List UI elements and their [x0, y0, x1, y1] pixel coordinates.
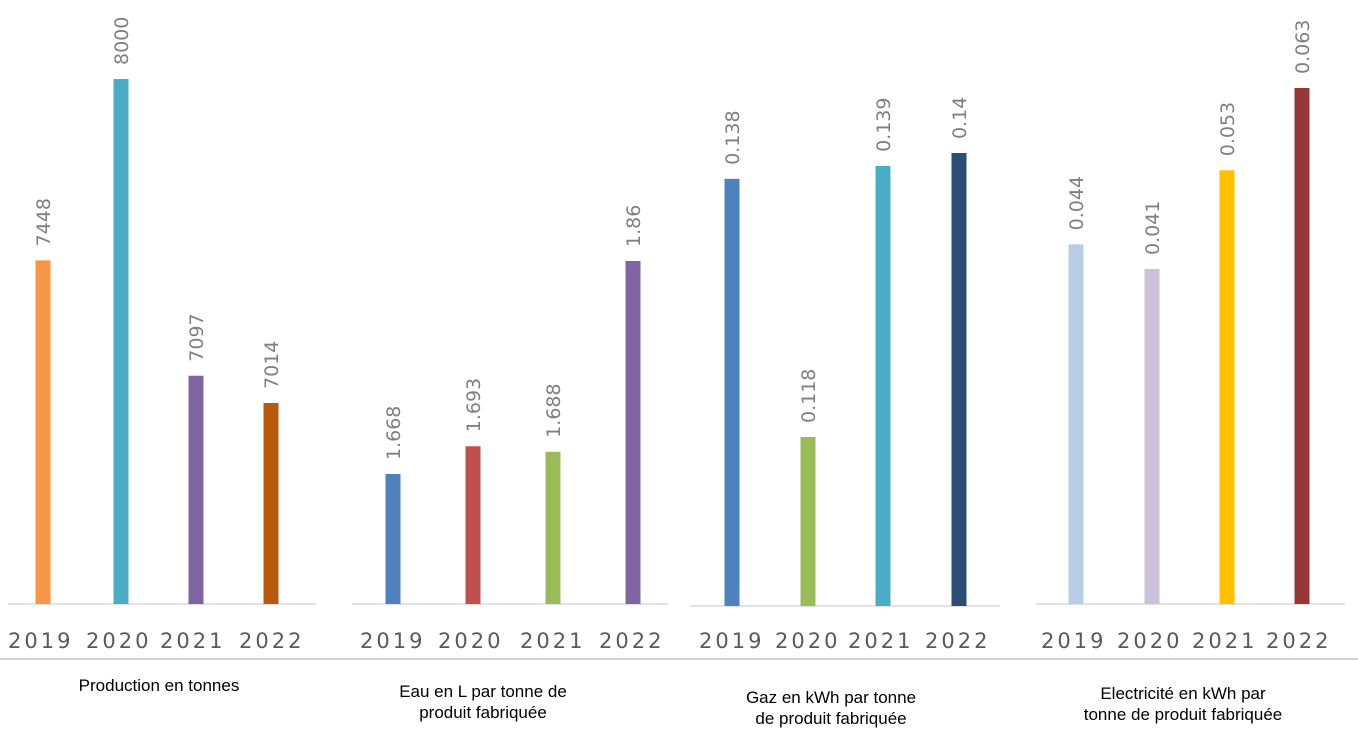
caption-water: Eau en L par tonne de produit fabriquée	[353, 681, 613, 723]
data-label-production-2019: 7448	[33, 198, 55, 246]
x-tick-label-gas-2021: 2021	[848, 629, 913, 653]
x-tick-label-water-2021: 2021	[520, 629, 585, 653]
data-label-water-2022: 1.86	[623, 205, 645, 247]
caption-gas: Gaz en kWh par tonne de produit fabriqué…	[701, 687, 961, 729]
caption-production-line-1: Production en tonnes	[78, 676, 240, 695]
caption-production: Production en tonnes	[29, 675, 289, 696]
bar-gas-2019	[724, 178, 740, 606]
x-tick-label-water-2022: 2022	[599, 629, 664, 653]
chart-panel-water: 1.668 2019 1.693 2020 1.688 2021 1.86 2022	[352, 205, 668, 653]
x-tick-label-production-2020: 2020	[86, 629, 151, 653]
chart-panel-electricity: 0.044 2019 0.041 2020 0.053 2021 0.063 2022	[1036, 20, 1345, 653]
data-label-gas-2019: 0.138	[722, 110, 744, 164]
x-tick-label-production-2022: 2022	[239, 629, 304, 653]
data-label-production-2021: 7097	[186, 313, 208, 361]
bar-gas-2020	[800, 437, 816, 606]
chart-panel-gas: 0.138 2019 0.118 2020 0.139 2021 0.14 2022	[690, 97, 1000, 653]
data-label-water-2021: 1.688	[543, 383, 565, 437]
x-tick-label-gas-2019: 2019	[699, 629, 764, 653]
x-tick-label-electricity-2021: 2021	[1192, 629, 1257, 653]
bar-production-2019	[35, 260, 51, 604]
bar-water-2021	[545, 451, 561, 604]
data-label-production-2022: 7014	[261, 341, 283, 389]
data-label-electricity-2019: 0.044	[1066, 176, 1088, 230]
x-tick-label-electricity-2019: 2019	[1041, 629, 1106, 653]
bar-production-2021	[188, 375, 204, 604]
data-label-electricity-2022: 0.063	[1292, 20, 1314, 74]
bar-water-2019	[385, 474, 401, 604]
caption-water-line-1: Eau en L par tonne de	[399, 682, 567, 701]
chart-panel-production: 7448 2019 8000 2020 7097 2021 7014 2022	[8, 17, 316, 653]
data-label-water-2020: 1.693	[463, 378, 485, 432]
bar-gas-2021	[875, 165, 891, 606]
data-label-gas-2022: 0.14	[949, 97, 971, 139]
caption-electricity-line-1: Electricité en kWh par	[1100, 684, 1266, 703]
chart-panels: 7448 2019 8000 2020 7097 2021 7014 2022 1.668 201…	[8, 17, 1345, 653]
bar-water-2020	[465, 446, 481, 604]
data-label-electricity-2021: 0.053	[1217, 102, 1239, 156]
x-tick-label-electricity-2022: 2022	[1266, 629, 1331, 653]
bar-water-2022	[625, 261, 641, 604]
bar-electricity-2021	[1219, 170, 1235, 605]
data-label-gas-2020: 0.118	[798, 369, 820, 423]
caption-electricity-line-2: tonne de produit fabriquée	[1083, 705, 1283, 724]
bar-electricity-2020	[1144, 269, 1160, 604]
bar-electricity-2019	[1068, 244, 1084, 604]
x-tick-label-electricity-2020: 2020	[1117, 629, 1182, 653]
bar-production-2022	[263, 403, 279, 604]
bar-electricity-2022	[1294, 88, 1310, 604]
caption-water-line-2: produit fabriquée	[419, 703, 547, 722]
x-tick-label-production-2021: 2021	[160, 629, 225, 653]
bar-gas-2022	[951, 153, 967, 606]
caption-gas-line-1: Gaz en kWh par tonne	[745, 688, 917, 707]
x-tick-label-gas-2022: 2022	[925, 629, 990, 653]
data-label-water-2019: 1.668	[383, 406, 405, 460]
x-tick-label-water-2020: 2020	[438, 629, 503, 653]
data-label-production-2020: 8000	[111, 17, 133, 65]
x-tick-label-gas-2020: 2020	[775, 629, 840, 653]
data-label-gas-2021: 0.139	[873, 98, 895, 152]
data-label-electricity-2020: 0.041	[1142, 201, 1164, 255]
bar-production-2020	[113, 79, 129, 604]
caption-electricity: Electricité en kWh par tonne de produit …	[1053, 683, 1313, 725]
caption-gas-line-2: de produit fabriquée	[755, 709, 907, 728]
x-tick-label-water-2019: 2019	[360, 629, 425, 653]
x-tick-label-production-2019: 2019	[8, 629, 73, 653]
